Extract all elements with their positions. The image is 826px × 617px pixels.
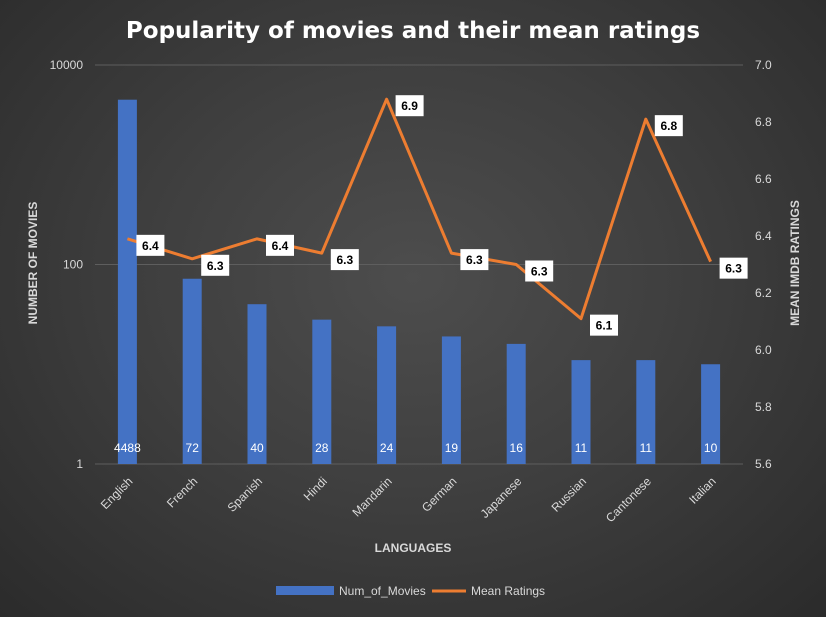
x-tick-label: Mandarin [349, 474, 394, 519]
bar-value-label: 11 [575, 441, 588, 455]
y-left-tick-label: 1 [76, 457, 83, 471]
rating-label-box [590, 314, 618, 336]
bar [247, 304, 267, 464]
rating-value-label: 6.8 [660, 119, 677, 133]
x-axis-title: LANGUAGES [375, 541, 452, 555]
bar [506, 343, 526, 464]
bar-value-label: 40 [250, 441, 264, 455]
legend: Num_of_Movies Mean Ratings [276, 584, 545, 598]
x-tick-label: Spanish [225, 474, 266, 515]
bar-value-label: 19 [445, 441, 459, 455]
y-right-tick-label: 5.6 [755, 457, 772, 471]
bar-value-label: 24 [380, 441, 394, 455]
y-right-tick-label: 7.0 [755, 58, 772, 72]
rating-value-label: 6.4 [272, 239, 289, 253]
bar-value-label: 10 [704, 441, 718, 455]
chart-title: Popularity of movies and their mean rati… [126, 18, 700, 44]
y-left-tick-label: 10000 [50, 58, 84, 72]
bar [571, 360, 591, 464]
y-right-tick-label: 6.8 [755, 115, 772, 129]
rating-value-label: 6.3 [466, 253, 483, 267]
bar-value-label: 4488 [114, 441, 141, 455]
x-tick-label: German [419, 474, 460, 515]
bar [377, 326, 397, 464]
legend-bar-swatch [276, 586, 334, 595]
bar [182, 278, 202, 464]
y-left-tick-label: 100 [63, 258, 83, 272]
x-tick-label: Hindi [301, 474, 330, 503]
y-right-tick-label: 6.4 [755, 229, 772, 243]
bar-value-label: 28 [315, 441, 329, 455]
rating-label-box [460, 249, 489, 271]
rating-label-box [719, 257, 748, 279]
rating-value-label: 6.1 [596, 319, 613, 333]
rating-label-box [395, 95, 424, 117]
y-right-tick-label: 6.0 [755, 343, 772, 357]
y-right-tick-label: 6.6 [755, 172, 772, 186]
bar-value-label: 16 [510, 441, 524, 455]
rating-label-box [654, 115, 683, 137]
x-tick-label: Italian [686, 474, 719, 507]
rating-label-box [525, 260, 554, 282]
x-tick-label: Cantonese [603, 474, 654, 525]
legend-bar-label: Num_of_Movies [339, 584, 426, 598]
bar [441, 336, 461, 464]
rating-value-label: 6.9 [401, 99, 418, 113]
x-tick-label: French [164, 474, 200, 510]
y-right-tick-label: 6.2 [755, 286, 772, 300]
rating-value-label: 6.4 [142, 239, 159, 253]
x-tick-label: English [98, 474, 136, 512]
y-right-tick-label: 5.8 [755, 400, 772, 414]
y-axis-right-title: MEAN IMDB RATINGS [788, 200, 802, 326]
rating-label-box [201, 254, 230, 276]
rating-value-label: 6.3 [207, 259, 224, 273]
x-tick-label: Russian [549, 474, 590, 515]
rating-value-label: 6.3 [336, 253, 353, 267]
bars [117, 99, 721, 464]
rating-value-label: 6.3 [531, 265, 548, 279]
data-labels: 4488 72 40 28 24 19 16 11 11 10 6.4 6.3 6.4 6.3 6.9 6.3… [114, 95, 748, 455]
legend-line-label: Mean Ratings [471, 584, 545, 598]
ratings-line-path [126, 97, 712, 321]
ratings-line [126, 97, 712, 321]
bar [312, 319, 332, 464]
bar [636, 360, 656, 464]
bar-value-label: 72 [186, 441, 200, 455]
rating-label-box [266, 234, 294, 256]
y-axis-left-title: NUMBER OF MOVIES [26, 202, 40, 325]
rating-value-label: 6.3 [725, 262, 742, 276]
bar [701, 364, 721, 464]
bar-value-label: 11 [640, 441, 653, 455]
x-tick-label: Japanese [478, 474, 525, 521]
rating-label-box [330, 249, 359, 271]
bar [117, 99, 137, 464]
rating-label-box [136, 234, 165, 256]
